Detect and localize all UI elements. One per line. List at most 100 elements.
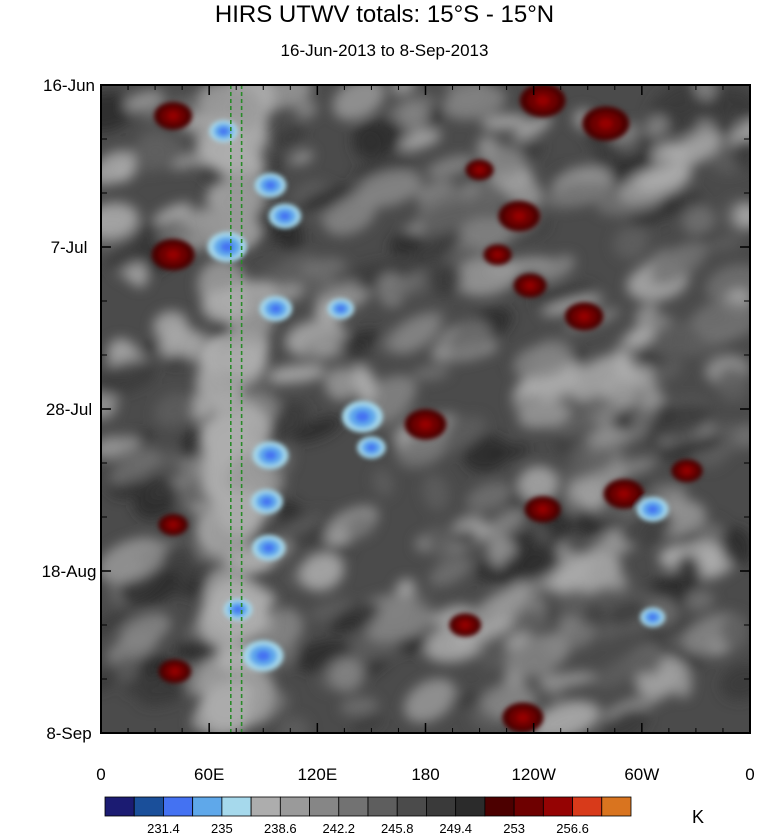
field-patch	[164, 354, 188, 368]
field-patch	[339, 697, 379, 716]
y-tick-label: 28-Jul	[46, 400, 92, 419]
colorbar-box	[367, 796, 398, 817]
colorbar-unit: K	[692, 807, 704, 827]
field-patch	[466, 481, 513, 512]
field-patch	[453, 256, 520, 297]
field-patch	[536, 255, 576, 283]
x-tick-label: 0	[96, 765, 105, 784]
field-patch	[625, 325, 654, 347]
field-patch	[101, 361, 157, 395]
moist-patch	[202, 686, 251, 730]
field-patch	[438, 415, 486, 451]
field-patch	[704, 92, 733, 128]
field-patch	[422, 474, 450, 512]
reference-lines	[230, 85, 243, 733]
field-patch	[513, 344, 570, 380]
field-patch	[278, 716, 310, 733]
field-patch	[648, 85, 701, 124]
field-patch	[685, 589, 715, 611]
red-cell-core	[419, 419, 432, 430]
field-patch	[681, 205, 716, 236]
field-patch	[134, 128, 177, 167]
field-patch	[153, 311, 188, 341]
field-patch	[351, 714, 384, 733]
x-tick-label: 120E	[297, 765, 337, 784]
field-patch	[328, 602, 381, 634]
field-patch	[649, 240, 708, 285]
blue-cell-core	[264, 181, 276, 190]
field-patch	[691, 300, 750, 341]
field-patch	[161, 541, 197, 574]
y-tick-label: 7-Jul	[51, 238, 88, 257]
red-cell-core	[617, 489, 630, 499]
y-axis: 16-Jun 7-Jul 28-Jul 18-Aug 8-Sep	[42, 76, 750, 743]
field-patch	[510, 608, 544, 635]
colorbar-box	[455, 796, 486, 817]
field-patch	[619, 139, 641, 156]
chart-subtitle: 16-Jun-2013 to 8-Sep-2013	[280, 41, 489, 60]
field-patch	[517, 466, 559, 502]
field-patch	[274, 124, 306, 149]
field-patch	[133, 477, 179, 520]
field-patch	[531, 283, 595, 307]
field-patch	[397, 635, 429, 654]
blue-cell-core	[279, 211, 291, 221]
field-patch	[442, 85, 507, 120]
field-patch	[606, 600, 645, 626]
red-cell-core	[598, 118, 613, 130]
colorbar-box	[279, 796, 310, 817]
red-cell-core	[170, 667, 180, 676]
red-cell-core	[578, 311, 590, 321]
field-patch	[562, 623, 598, 650]
blue-cell-core	[220, 241, 234, 253]
field-patch	[539, 671, 597, 688]
blue-cell-core	[233, 605, 243, 614]
y-tick-label: 8-Sep	[46, 724, 91, 743]
field-patch	[351, 117, 404, 158]
blue-cell-core	[336, 305, 346, 313]
colorbar-label: 235	[211, 821, 233, 834]
field-patch	[153, 392, 196, 428]
field-patch	[310, 338, 340, 356]
field-patch	[505, 633, 571, 677]
colorbar-label: 253	[503, 821, 525, 834]
field-patch	[666, 131, 723, 168]
red-cell-core	[460, 621, 470, 629]
blue-cell-core	[218, 127, 229, 136]
field-patch	[531, 700, 601, 733]
field-patch	[593, 650, 657, 689]
field-patch	[609, 379, 636, 407]
field-patch	[454, 318, 493, 355]
colorbar-label: 238.6	[264, 821, 297, 834]
colorbar-label: 231.4	[147, 821, 180, 834]
red-cell-core	[537, 505, 549, 514]
field-patch	[344, 513, 376, 538]
field-patch	[556, 588, 590, 620]
field-patch	[660, 436, 723, 456]
field-patch	[352, 159, 415, 179]
colorbar: 231.4 235 238.6 242.2 245.8 249.4 253 256.6	[104, 796, 632, 834]
chart-title: HIRS UTWV totals: 15°S - 15°N	[214, 1, 555, 28]
red-cell-core	[512, 211, 526, 222]
colorbar-box	[513, 796, 544, 817]
field-patch	[674, 554, 702, 591]
field-patch	[101, 202, 139, 238]
field-patch	[649, 359, 683, 385]
field-patch	[113, 655, 140, 682]
colorbar-box	[250, 796, 281, 817]
colorbar-box	[542, 796, 573, 817]
colorbar-box	[309, 796, 340, 817]
field-patch	[720, 526, 750, 566]
field-patch	[500, 547, 562, 582]
blue-cell-core	[261, 497, 273, 506]
blue-cell-core	[256, 650, 271, 662]
field-patch	[731, 139, 750, 170]
field-patch	[512, 115, 552, 141]
field-patch	[403, 678, 457, 723]
field-patch	[101, 611, 132, 642]
colorbar-box	[396, 796, 427, 817]
field-patch	[451, 530, 480, 547]
red-cell-core	[166, 249, 180, 260]
colorbar-box	[163, 796, 194, 817]
field-patch	[329, 659, 364, 692]
